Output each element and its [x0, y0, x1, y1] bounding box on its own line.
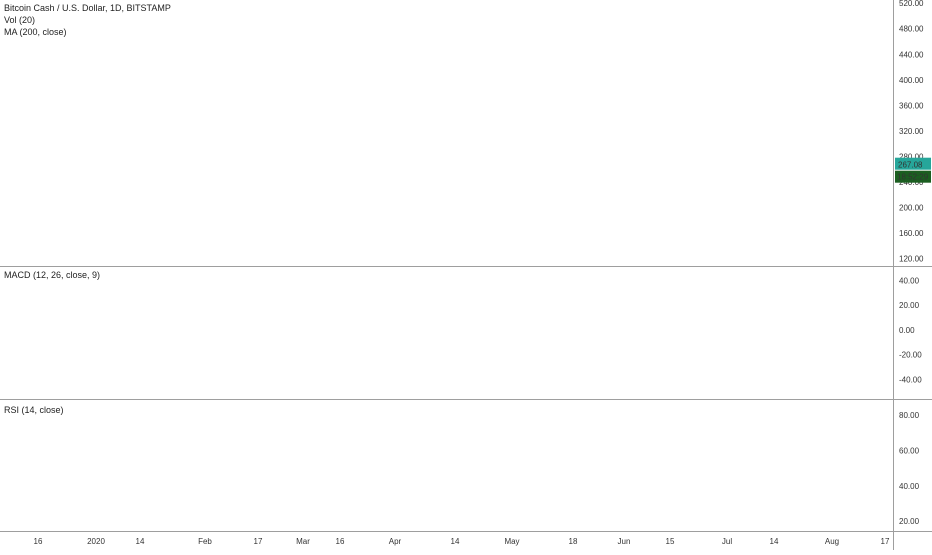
- symbol-title[interactable]: Bitcoin Cash / U.S. Dollar, 1D, BITSTAMP: [4, 3, 171, 13]
- macd-tick-label: 0.00: [899, 326, 915, 335]
- rsi-tick-label: 80.00: [899, 411, 920, 420]
- time-tick-label: 14: [451, 537, 460, 546]
- rsi-tick-label: 60.00: [899, 446, 920, 455]
- time-tick-label: 16: [336, 537, 345, 546]
- macd-title[interactable]: MACD (12, 26, close, 9): [4, 270, 101, 280]
- price-tick-label: 160.00: [899, 229, 924, 238]
- price-tick-label: 320.00: [899, 127, 924, 136]
- rsi-title[interactable]: RSI (14, close): [4, 405, 64, 415]
- macd-tick-label: -20.00: [899, 351, 922, 360]
- price-tick-label: 120.00: [899, 255, 924, 264]
- volume-indicator-label[interactable]: Vol (20): [4, 15, 36, 25]
- time-tick-label: May: [504, 537, 519, 546]
- rsi-tick-label: 40.00: [899, 482, 920, 491]
- macd-tick-label: 20.00: [899, 301, 920, 310]
- countdown-tag: [895, 170, 931, 183]
- time-tick-label: 14: [770, 537, 779, 546]
- time-tick-label: 15: [666, 537, 675, 546]
- countdown-label: 18:52:29: [897, 173, 929, 182]
- time-tick-label: 17: [254, 537, 263, 546]
- price-tick-label: 360.00: [899, 101, 924, 110]
- time-tick-label: Jul: [722, 537, 732, 546]
- time-tick-label: Apr: [389, 537, 402, 546]
- macd-tick-label: -40.00: [899, 375, 922, 384]
- macd-tick-label: 40.00: [899, 276, 920, 285]
- time-tick-label: Mar: [296, 537, 310, 546]
- time-tick-label: 16: [34, 537, 43, 546]
- last-price-label: 267.08: [898, 161, 923, 170]
- price-tick-label: 480.00: [899, 25, 924, 34]
- price-tick-label: 200.00: [899, 204, 924, 213]
- last-price-tag: [895, 157, 931, 170]
- rsi-tick-label: 20.00: [899, 517, 920, 526]
- time-tick-label: 17: [881, 537, 890, 546]
- price-tick-label: 520.00: [899, 0, 924, 8]
- time-tick-label: Aug: [825, 537, 839, 546]
- price-tick-label: 400.00: [899, 76, 924, 85]
- time-tick-label: 18: [569, 537, 578, 546]
- time-tick-label: Feb: [198, 537, 212, 546]
- ma-indicator-label[interactable]: MA (200, close): [4, 27, 67, 37]
- time-tick-label: 14: [136, 537, 145, 546]
- time-tick-label: Jun: [618, 537, 631, 546]
- price-tick-label: 280.00: [899, 152, 924, 161]
- time-tick-label: 2020: [87, 537, 105, 546]
- price-tick-label: 440.00: [899, 50, 924, 59]
